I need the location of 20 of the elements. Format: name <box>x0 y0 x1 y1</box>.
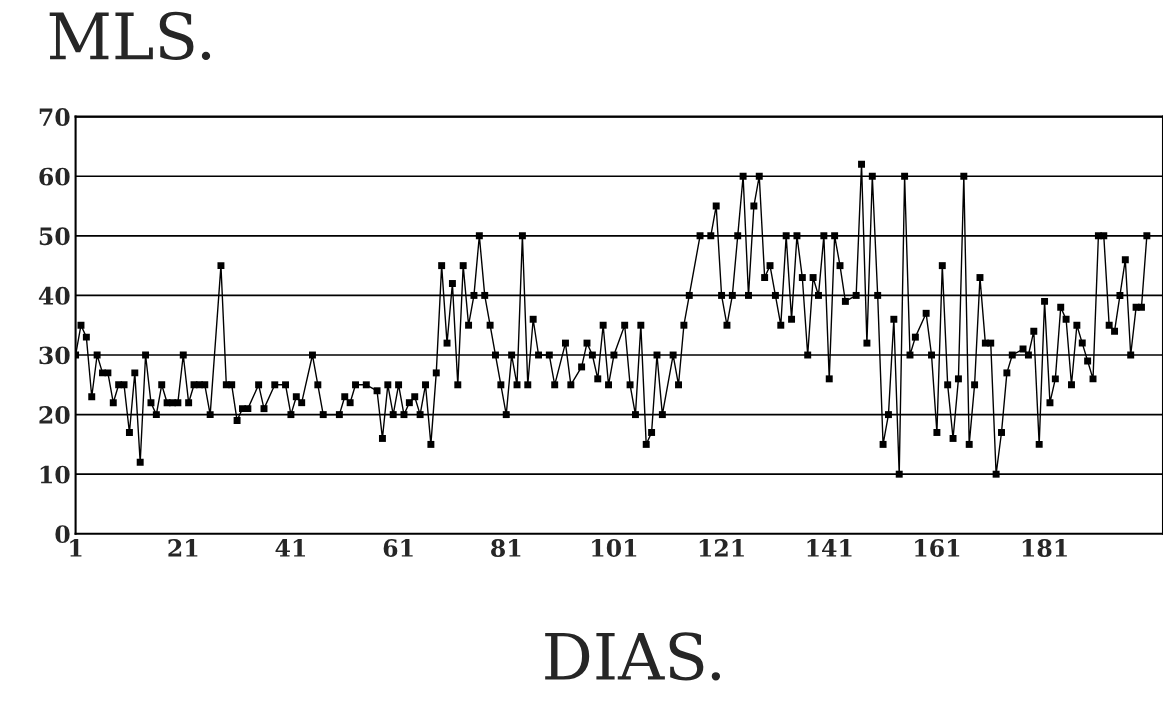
chart-title: MLS. <box>49 11 211 61</box>
x-tick-label: 41 <box>275 539 305 557</box>
x-tick-label: 161 <box>915 539 960 557</box>
x-tick-label: 61 <box>383 539 413 557</box>
x-tick-label: 81 <box>491 539 521 557</box>
y-tick-label: 50 <box>39 227 70 246</box>
y-tick-label: 0 <box>55 525 70 544</box>
y-tick-label: 70 <box>39 108 70 126</box>
y-tick-label: 40 <box>38 286 70 305</box>
x-axis-title: DIAS. <box>545 632 721 681</box>
x-tick-label: 181 <box>1022 539 1067 557</box>
y-tick-label: 60 <box>39 167 70 186</box>
x-tick-label: 101 <box>592 539 637 557</box>
x-tick-label: 1 <box>70 539 82 557</box>
y-tick-label: 10 <box>40 465 70 484</box>
x-tick-label: 121 <box>699 539 744 557</box>
y-tick-label: 20 <box>39 406 70 424</box>
y-tick-label: 30 <box>39 346 70 365</box>
x-tick-label: 21 <box>168 539 198 557</box>
x-tick-label: 141 <box>807 539 852 557</box>
